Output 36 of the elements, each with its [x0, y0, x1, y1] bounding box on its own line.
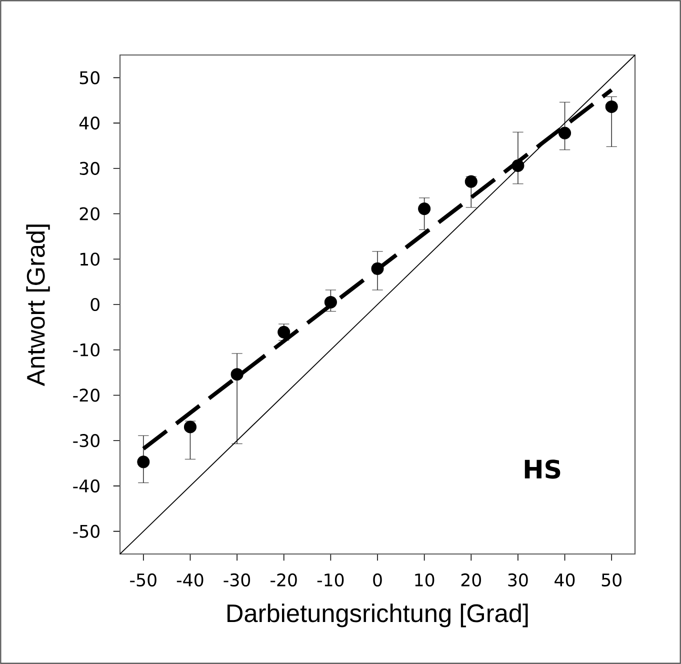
y-axis-title: Antwort [Grad] — [26, 224, 50, 386]
x-tick-label: 20 — [461, 573, 482, 586]
y-tick-label: 10 — [80, 252, 100, 266]
y-tick-label: -50 — [73, 524, 100, 538]
x-tick-label: 50 — [602, 573, 622, 586]
x-tick-label: 30 — [508, 573, 528, 586]
point — [137, 456, 150, 468]
point — [230, 368, 244, 381]
point — [324, 296, 337, 308]
point — [512, 159, 524, 172]
point — [558, 126, 572, 140]
y-tick-label: -40 — [73, 479, 100, 493]
point — [418, 202, 431, 216]
x-tick-label: 10 — [415, 573, 434, 586]
x-tick-label: 40 — [554, 573, 575, 586]
point — [464, 175, 478, 188]
x-tick-label: -50 — [130, 573, 156, 586]
x-tick-label: -20 — [270, 573, 297, 586]
y-tick-label: -10 — [73, 343, 100, 356]
y-tick-label: -30 — [73, 434, 100, 448]
y-tick-label: 0 — [90, 298, 100, 312]
x-tick-label: 0 — [373, 573, 382, 586]
annotation: HS — [524, 460, 560, 479]
point — [605, 100, 618, 113]
point — [278, 326, 290, 338]
y-tick-label: -20 — [73, 388, 100, 402]
point — [184, 420, 196, 434]
y-tick-label: 40 — [79, 116, 100, 130]
y-tick-label: 30 — [80, 162, 100, 175]
y-tick-label: 50 — [80, 71, 100, 84]
x-axis-title: Darbietungsrichtung [Grad] — [227, 604, 528, 628]
x-tick-label: -10 — [317, 573, 344, 586]
y-tick-label: 20 — [80, 207, 100, 220]
x-tick-label: -30 — [224, 573, 250, 586]
point — [371, 262, 384, 275]
x-tick-label: -40 — [176, 573, 204, 586]
